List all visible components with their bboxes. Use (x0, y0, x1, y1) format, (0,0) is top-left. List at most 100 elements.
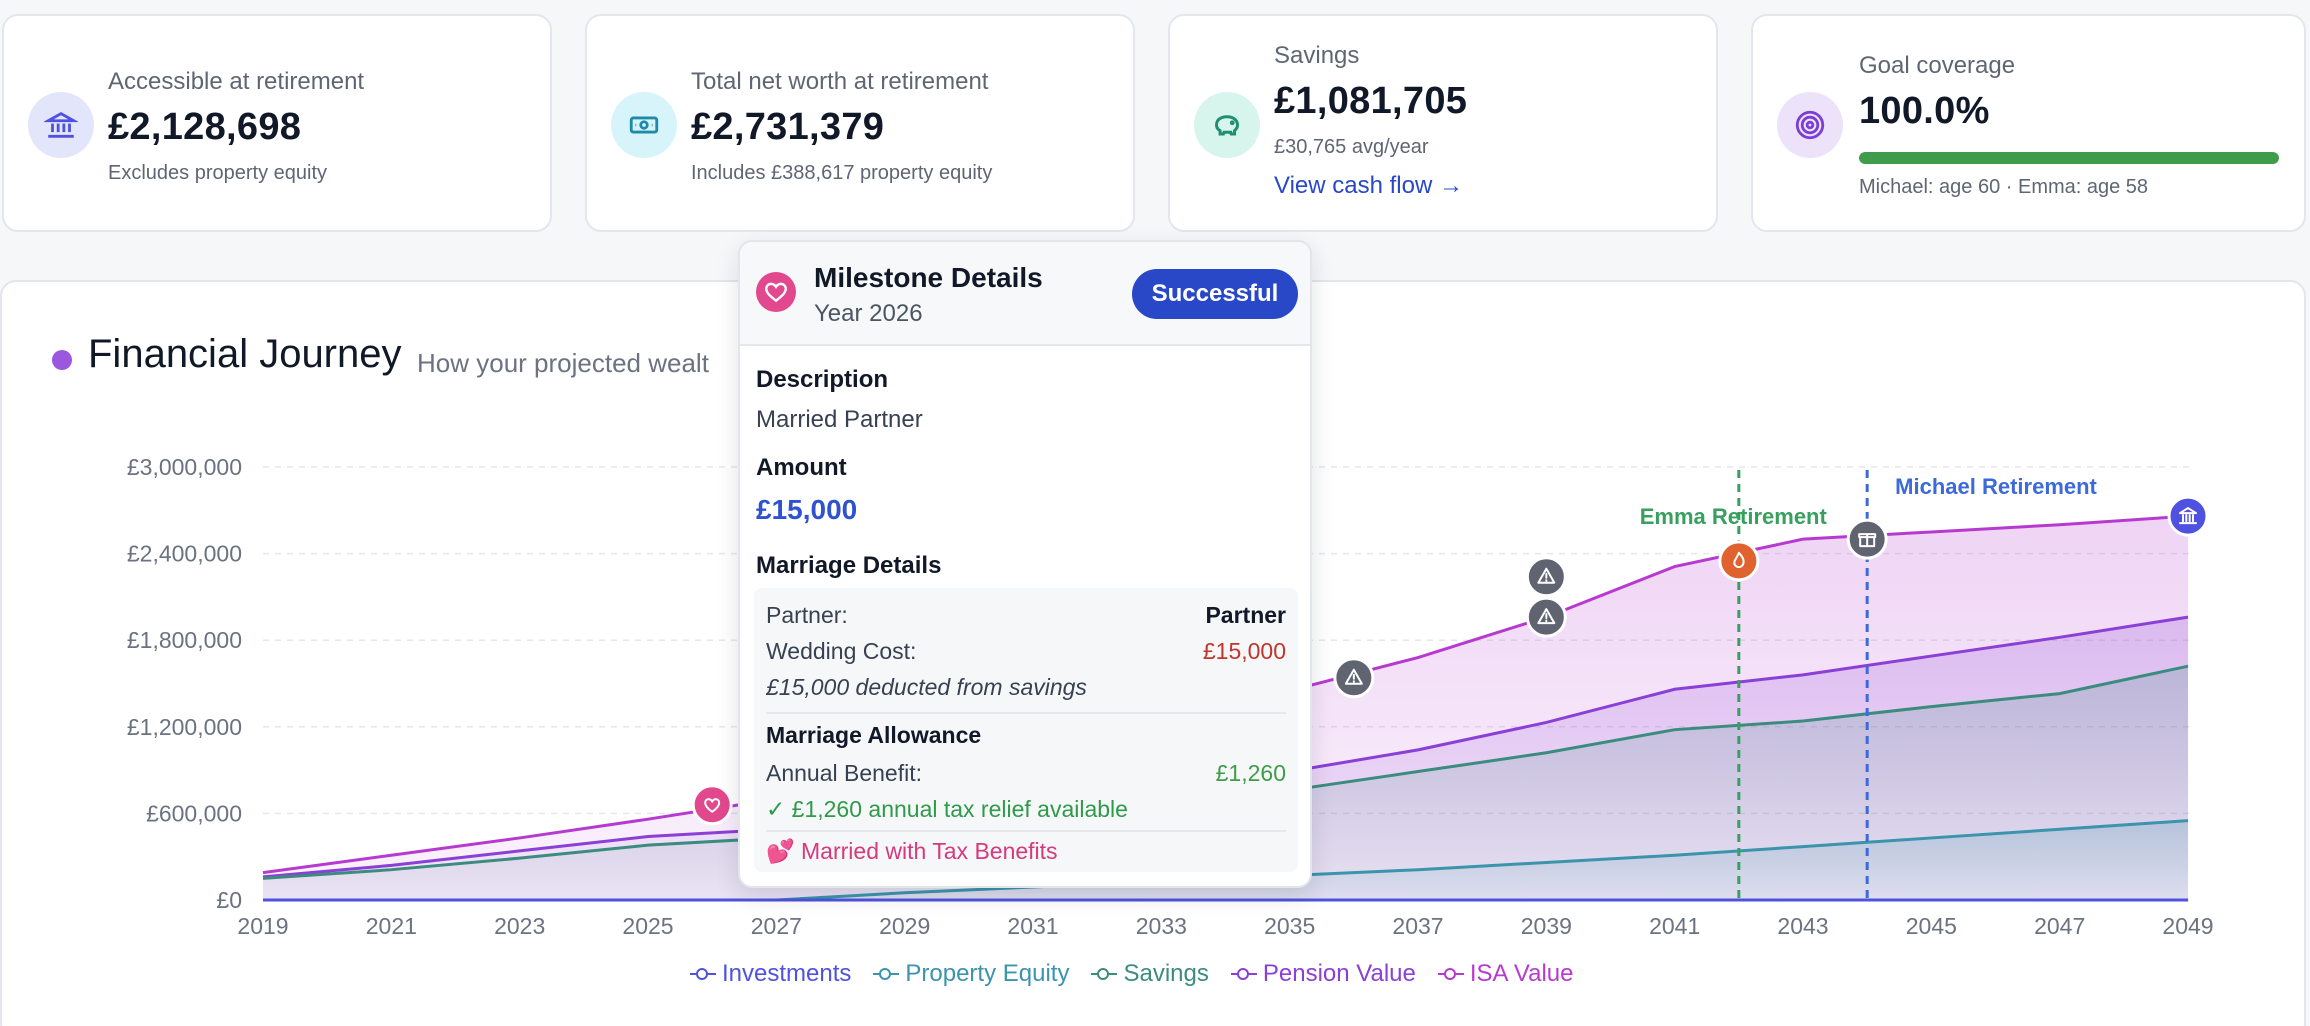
description-heading: Description (756, 366, 889, 393)
status-badge[interactable]: Successful (1132, 269, 1298, 319)
y-tick-label: £2,400,000 (127, 541, 242, 567)
card-value: £2,731,379 (691, 106, 885, 148)
y-tick-label: £1,800,000 (127, 627, 242, 653)
card-subtext: Michael: age 60 · Emma: age 58 (1859, 176, 2149, 198)
x-tick-label: 2027 (751, 913, 802, 939)
legend-swatch (1437, 967, 1464, 981)
legend-label: Savings (1123, 960, 1209, 987)
wedding-cost-label: Wedding Cost: (766, 638, 917, 664)
card-subtext: £30,765 avg/year (1274, 136, 1429, 158)
allowance-heading-row: Marriage Allowance (766, 722, 1286, 749)
marriage-details-heading: Marriage Details (756, 552, 942, 579)
goal-progress-fill (1859, 152, 2279, 164)
marker-circle (2167, 495, 2209, 537)
y-tick-label: £1,200,000 (127, 714, 242, 740)
x-tick-label: 2049 (2162, 913, 2213, 939)
card-subtext: Excludes property equity (108, 162, 328, 184)
piggy-bank-icon (1194, 92, 1260, 158)
goal-progress-bar (1859, 152, 2279, 164)
card-net-worth: Total net worth at retirement £2,731,379… (585, 14, 1135, 232)
x-tick-label: 2045 (1906, 913, 1957, 939)
legend-label: Pension Value (1262, 960, 1416, 987)
gift-icon (1858, 533, 1877, 548)
card-value: £2,128,698 (108, 106, 302, 148)
legend-item-savings[interactable]: Savings (1091, 960, 1209, 988)
marker-warning-icon (1525, 556, 1567, 598)
heart-icon (756, 272, 796, 312)
card-goal-coverage: Goal coverage 100.0% Michael: age 60 · E… (1751, 14, 2306, 232)
marker-warning-icon (1333, 657, 1375, 699)
card-label: Total net worth at retirement (691, 68, 989, 95)
wedding-cost-value: £15,000 (1202, 638, 1286, 664)
tooltip-title: Milestone Details (814, 262, 1043, 293)
marker-bank-icon (2167, 495, 2209, 537)
legend-item-property-equity[interactable]: Property Equity (873, 960, 1069, 988)
retirement-label: Emma Retirement (1640, 504, 1828, 529)
partner-row: Partner: Partner (766, 602, 1286, 629)
target-icon (1777, 92, 1843, 158)
legend-label: ISA Value (1469, 960, 1574, 987)
legend-swatch (1091, 967, 1118, 981)
warning-icon (1537, 608, 1556, 625)
chart-legend: Investments Property Equity Savings Pens… (690, 960, 1574, 988)
annual-benefit-label: Annual Benefit: (766, 760, 923, 786)
retirement-label: Michael Retirement (1895, 474, 2097, 499)
marker-circle (1718, 540, 1760, 582)
marker-flame-icon (1718, 540, 1760, 582)
partner-value: Partner (1205, 602, 1286, 628)
marker-heart-icon (691, 784, 733, 826)
legend-item-pension-value[interactable]: Pension Value (1230, 960, 1416, 988)
partner-label: Partner: (766, 602, 848, 628)
y-tick-label: £0 (216, 887, 242, 913)
x-tick-label: 2021 (366, 913, 417, 939)
marker-circle (691, 784, 733, 826)
wedding-cost-row: Wedding Cost: £15,000 (766, 638, 1286, 665)
deducted-note: £15,000 deducted from savings (766, 674, 1087, 700)
flame-icon (1733, 551, 1745, 569)
x-tick-label: 2031 (1007, 913, 1058, 939)
card-value: £1,081,705 (1274, 80, 1468, 122)
card-label: Goal coverage (1859, 52, 2016, 79)
x-tick-label: 2023 (494, 913, 545, 939)
card-label: Accessible at retirement (108, 68, 365, 95)
amount-value: £15,000 (756, 494, 858, 525)
marker-gift-icon (1846, 518, 1888, 560)
divider (766, 712, 1286, 714)
card-value: 100.0% (1859, 90, 1990, 132)
legend-swatch (690, 967, 716, 981)
marker-warning-icon (1525, 596, 1567, 638)
deducted-note-row: £15,000 deducted from savings (766, 674, 1286, 701)
card-accessible: Accessible at retirement £2,128,698 Excl… (2, 14, 552, 232)
milestone-details-tooltip: Milestone Details Year 2026 Successful D… (738, 240, 1312, 888)
annual-benefit-row: Annual Benefit: £1,260 (766, 760, 1286, 787)
legend-swatch (873, 967, 900, 981)
x-tick-label: 2025 (622, 913, 673, 939)
tax-relief-row: ✓ £1,260 annual tax relief available (766, 796, 1286, 823)
legend-item-investments[interactable]: Investments (690, 960, 851, 988)
legend-swatch (1230, 967, 1257, 981)
legend-label: Investments (722, 960, 852, 987)
x-tick-label: 2037 (1392, 913, 1443, 939)
view-cash-flow-link[interactable]: View cash flow → (1274, 172, 1463, 199)
x-tick-label: 2019 (237, 913, 288, 939)
legend-item-isa-value[interactable]: ISA Value (1437, 960, 1574, 988)
amount-heading: Amount (756, 454, 847, 481)
x-tick-label: 2039 (1521, 913, 1572, 939)
x-tick-label: 2033 (1136, 913, 1187, 939)
description-text: Married Partner (756, 406, 923, 433)
divider (766, 830, 1286, 832)
y-tick-label: £600,000 (146, 800, 242, 826)
y-tick-label: £3,000,000 (127, 454, 242, 480)
married-benefits-note: 💕 Married with Tax Benefits (766, 838, 1058, 864)
warning-icon (1537, 567, 1556, 584)
x-tick-label: 2029 (879, 913, 930, 939)
annual-benefit-value: £1,260 (1215, 760, 1286, 786)
series-area-property (263, 820, 2188, 900)
card-label: Savings (1274, 42, 1360, 69)
heart-icon (704, 798, 721, 813)
journey-title: Financial Journey (88, 332, 402, 376)
tooltip-header: Milestone Details Year 2026 Successful (740, 242, 1310, 346)
bank-icon (2179, 507, 2197, 525)
section-dot (52, 350, 72, 370)
x-tick-label: 2043 (1777, 913, 1828, 939)
